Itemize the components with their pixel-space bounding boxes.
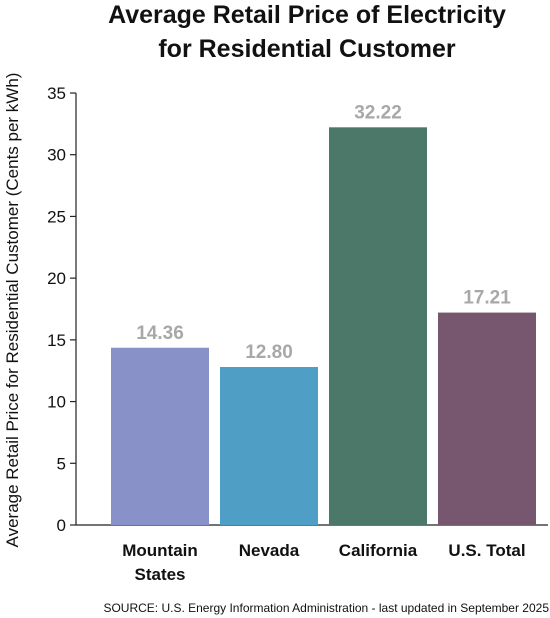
y-tick-label: 0	[57, 516, 66, 535]
y-tick-label: 35	[47, 84, 66, 103]
bar-value-label: 14.36	[136, 323, 184, 344]
bar-value-label: 12.80	[245, 342, 293, 363]
category-label: U.S. Total	[448, 541, 525, 560]
bar	[438, 312, 536, 525]
category-label: Nevada	[239, 541, 300, 560]
y-axis-label: Average Retail Price for Residential Cus…	[3, 73, 22, 548]
y-tick-label: 25	[47, 207, 66, 226]
y-tick-label: 30	[47, 146, 66, 165]
bar	[220, 367, 318, 525]
y-tick-label: 20	[47, 269, 66, 288]
bar	[329, 127, 427, 525]
y-tick-label: 5	[57, 454, 66, 473]
source-note: SOURCE: U.S. Energy Information Administ…	[103, 601, 549, 615]
labels: 14.36 Mountain States 12.80 Nevada 32.22 Calif…	[122, 102, 525, 584]
bar-value-label: 32.22	[354, 102, 402, 123]
category-label: California	[339, 541, 418, 560]
y-tick-label: 10	[47, 393, 66, 412]
chart-title-line-2: for Residential Customer	[158, 35, 456, 63]
bars	[111, 127, 536, 525]
y-tick-label: 15	[47, 331, 66, 350]
category-label: Mountain	[122, 541, 198, 560]
bar	[111, 347, 209, 525]
bar-value-label: 17.21	[463, 288, 511, 309]
category-label: States	[134, 565, 185, 584]
chart-title-line-1: Average Retail Price of Electricity	[108, 1, 506, 29]
